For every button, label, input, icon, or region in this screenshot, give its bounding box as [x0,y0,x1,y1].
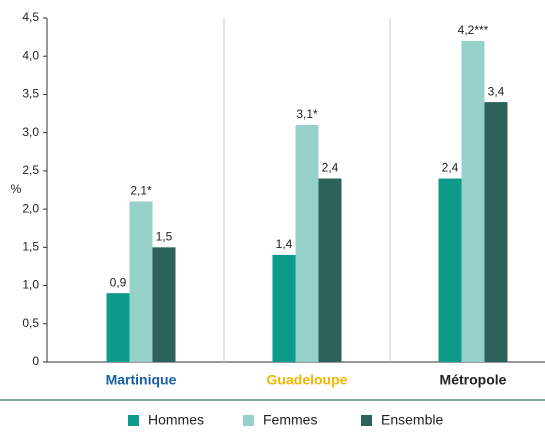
legend-label: Hommes [148,412,204,428]
y-axis-label: % [11,182,22,196]
y-tick-label: 2,0 [22,201,39,215]
legend-swatch [243,415,254,426]
y-tick-label: 1,5 [22,240,39,254]
value-label: 1,4 [276,237,293,251]
value-label: 0,9 [110,275,127,289]
value-label: 2,4 [322,161,339,175]
legend-swatch [361,415,372,426]
bar [438,178,462,362]
legend-swatch [128,415,139,426]
bar [129,201,153,362]
bar [318,178,342,362]
y-tick-label: 2,5 [22,163,39,177]
value-label: 1,5 [156,230,173,244]
y-tick-label: 3,5 [22,87,39,101]
y-tick-label: 0,5 [22,316,39,330]
bar [461,40,485,362]
bar [484,102,508,362]
legend-label: Femmes [263,412,317,428]
value-label: 4,2*** [458,23,489,37]
y-tick-label: 0 [32,354,39,368]
legend-label: Ensemble [381,412,443,428]
y-tick-label: 4,5 [22,10,39,24]
bar [152,247,176,362]
value-label: 3,4 [488,84,505,98]
value-label: 2,1* [130,184,152,198]
x-tick-label: Guadeloupe [267,372,348,388]
x-tick-label: Métropole [440,372,507,388]
bar [272,254,296,362]
bar [106,293,130,362]
x-tick-label: Martinique [106,372,177,388]
y-tick-label: 1,0 [22,278,39,292]
value-label: 2,4 [442,161,459,175]
value-label: 3,1* [296,107,318,121]
y-tick-label: 4,0 [22,48,39,62]
y-tick-label: 3,0 [22,125,39,139]
bar [295,125,319,363]
